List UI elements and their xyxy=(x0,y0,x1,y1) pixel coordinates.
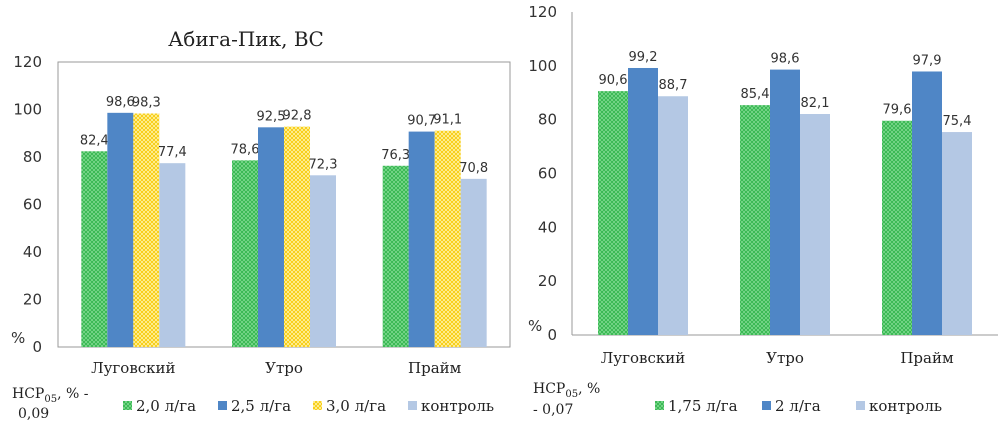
bar xyxy=(232,160,258,347)
data-label: 99,2 xyxy=(629,50,658,65)
bar xyxy=(107,112,134,347)
bar xyxy=(628,67,658,335)
data-label: 75,4 xyxy=(943,114,972,129)
y-tick-label: 40 xyxy=(538,218,557,236)
data-label: 92,5 xyxy=(257,109,286,124)
bar xyxy=(770,69,800,335)
y-tick-label: 100 xyxy=(528,57,557,75)
data-label: 90,6 xyxy=(599,73,628,88)
data-label: 76,3 xyxy=(381,148,410,163)
y-tick-label: 120 xyxy=(13,53,42,71)
legend-label: контроль xyxy=(421,397,494,415)
data-label: 85,4 xyxy=(741,87,770,102)
data-label: 78,6 xyxy=(231,142,260,157)
bar xyxy=(912,71,942,335)
bar xyxy=(382,165,409,347)
y-tick-label: 20 xyxy=(23,291,42,309)
legend-label: 1,75 л/га xyxy=(668,397,738,415)
legend-label: контроль xyxy=(869,397,942,415)
data-label: 79,6 xyxy=(883,103,912,118)
data-label: 70,8 xyxy=(459,161,488,176)
y-unit-label: % xyxy=(11,329,25,347)
category-label: Луговский xyxy=(91,359,175,377)
category-label: Утро xyxy=(265,359,303,377)
data-label: 98,3 xyxy=(132,96,161,111)
lsd-note-line1: НСР05, % - xyxy=(12,386,89,405)
legend-label: 2,0 л/га xyxy=(136,397,196,415)
y-tick-label: 80 xyxy=(23,148,42,166)
legend-swatch xyxy=(856,401,865,410)
data-label: 92,8 xyxy=(283,109,312,124)
lsd-note-line2: - 0,07 xyxy=(533,402,573,418)
bar xyxy=(800,114,830,336)
legend-label: 3,0 л/га xyxy=(326,397,386,415)
data-label: 90,7 xyxy=(407,114,436,129)
bar xyxy=(81,151,108,347)
y-tick-label: 120 xyxy=(528,3,557,21)
bar xyxy=(159,163,186,347)
lsd-note-line2: 0,09 xyxy=(18,406,49,422)
bar xyxy=(310,175,336,347)
chart-1: 0 20 40 60 80 100 120% Абига-Пик, ВС 82,4 98,698,… xyxy=(11,27,511,422)
data-label: 82,1 xyxy=(801,96,830,111)
y-tick-label: 40 xyxy=(23,243,42,261)
data-label: 91,1 xyxy=(433,113,462,128)
y-tick-label: 20 xyxy=(538,272,557,290)
bar xyxy=(460,178,487,347)
bar xyxy=(284,126,310,347)
bar xyxy=(258,127,284,347)
y-tick-label: 60 xyxy=(23,196,42,214)
y-tick-label: 60 xyxy=(538,165,557,183)
legend-swatch xyxy=(123,401,132,410)
bar xyxy=(408,131,435,347)
bar xyxy=(133,113,160,347)
y-tick-label: 0 xyxy=(547,326,557,344)
legend-swatch xyxy=(762,401,771,410)
y-tick-label: 80 xyxy=(538,111,557,129)
legend-swatch xyxy=(313,401,322,410)
bar xyxy=(740,105,770,335)
legend-swatch xyxy=(218,401,227,410)
bar xyxy=(658,96,688,335)
data-label: 88,7 xyxy=(659,78,688,93)
bar xyxy=(434,130,461,347)
legend-swatch xyxy=(655,401,664,410)
category-label: Прайм xyxy=(900,349,954,367)
legend-label: 2 л/га xyxy=(775,397,821,415)
y-unit-label: % xyxy=(528,317,542,335)
chart-2: 0 20 40 60 80 100 120% 90,699,288,7 Луговский 85,… xyxy=(528,3,998,418)
data-label: 77,4 xyxy=(158,145,187,160)
data-label: 82,4 xyxy=(80,133,109,148)
category-label: Утро xyxy=(766,349,804,367)
y-tick-label: 0 xyxy=(32,338,42,356)
data-label: 72,3 xyxy=(309,157,338,172)
lsd-note-line1: НСР05, % xyxy=(533,381,600,400)
category-label: Луговский xyxy=(601,349,685,367)
legend-swatch xyxy=(408,401,417,410)
bar xyxy=(882,120,912,335)
y-tick-label: 100 xyxy=(13,101,42,119)
chart-title: Абига-Пик, ВС xyxy=(168,27,324,51)
legend-label: 2,5 л/га xyxy=(231,397,291,415)
category-label: Прайм xyxy=(408,359,462,377)
data-label: 98,6 xyxy=(771,52,800,67)
bar xyxy=(598,91,628,335)
data-label: 98,6 xyxy=(106,95,135,110)
data-label: 97,9 xyxy=(913,53,942,68)
bar xyxy=(942,132,972,335)
